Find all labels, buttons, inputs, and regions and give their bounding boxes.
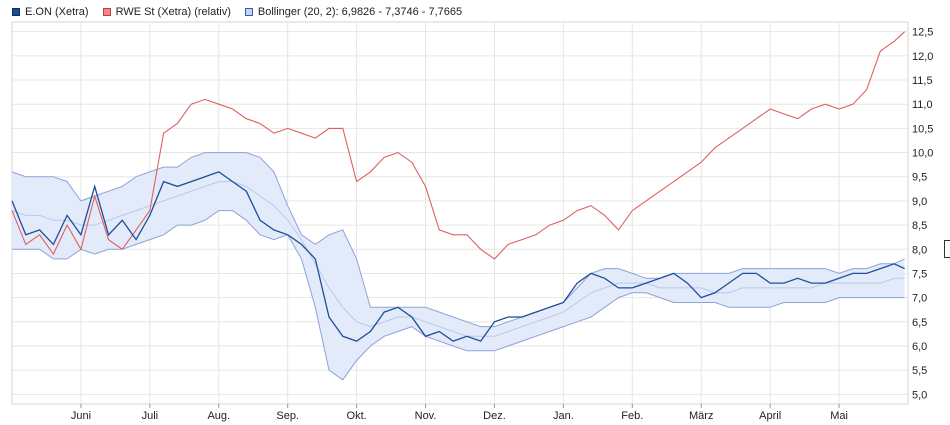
y-tick-label: 9,0	[912, 196, 927, 208]
x-tick-label: Juli	[142, 410, 159, 422]
x-tick-label: Feb.	[621, 410, 643, 422]
x-tick-label: Okt.	[347, 410, 367, 422]
y-tick-label: 8,0	[912, 244, 927, 256]
y-tick-label: 12,5	[912, 27, 933, 39]
legend-item-rwe[interactable]: RWE St (Xetra) (relativ)	[102, 6, 231, 18]
y-tick-label: 7,0	[912, 293, 927, 305]
y-tick-label: 9,5	[912, 172, 927, 184]
y-tick-label: 11,5	[912, 75, 933, 87]
panel-edge-handle[interactable]	[944, 240, 950, 258]
x-tick-label: Juni	[71, 410, 91, 422]
x-tick-label: Aug.	[207, 410, 230, 422]
legend-item-bollinger[interactable]: Bollinger (20, 2): 6,9826 - 7,3746 - 7,7…	[244, 6, 463, 18]
legend: E.ON (Xetra) RWE St (Xetra) (relativ) Bo…	[12, 4, 476, 20]
x-tick-label: Sep.	[276, 410, 299, 422]
legend-label-bollinger: Bollinger (20, 2): 6,9826 - 7,3746 - 7,7…	[257, 6, 463, 18]
x-tick-label: März	[689, 410, 713, 422]
bollinger-band-fill	[12, 152, 905, 380]
bollinger-middle-line	[11, 181, 905, 337]
legend-item-eon[interactable]: E.ON (Xetra)	[12, 6, 89, 18]
legend-label-eon: E.ON (Xetra)	[25, 6, 89, 18]
y-tick-label: 10,5	[912, 123, 933, 135]
legend-swatch-bollinger	[244, 8, 253, 16]
y-tick-label: 12,0	[912, 51, 933, 63]
legend-swatch-eon	[12, 8, 20, 16]
eon-series-line	[11, 171, 905, 342]
y-tick-label: 10,0	[912, 148, 933, 160]
rwe-series-line	[11, 31, 905, 260]
legend-label-rwe: RWE St (Xetra) (relativ)	[115, 6, 231, 18]
x-tick-label: Dez.	[483, 410, 506, 422]
y-tick-label: 5,0	[912, 389, 927, 401]
bollinger-upper-line	[11, 152, 905, 328]
y-tick-label: 11,0	[912, 99, 933, 111]
y-tick-label: 7,5	[912, 268, 927, 280]
legend-swatch-rwe	[102, 8, 111, 16]
bollinger-lower-line	[12, 210, 905, 381]
x-tick-label: April	[759, 410, 781, 422]
y-tick-label: 6,0	[912, 341, 927, 353]
x-tick-label: Jan.	[553, 410, 574, 422]
y-tick-label: 5,5	[912, 365, 927, 377]
x-tick-label: Nov.	[415, 410, 437, 422]
x-tick-label: Mai	[830, 410, 848, 422]
y-tick-label: 8,5	[912, 220, 927, 232]
y-tick-label: 6,5	[912, 317, 927, 329]
